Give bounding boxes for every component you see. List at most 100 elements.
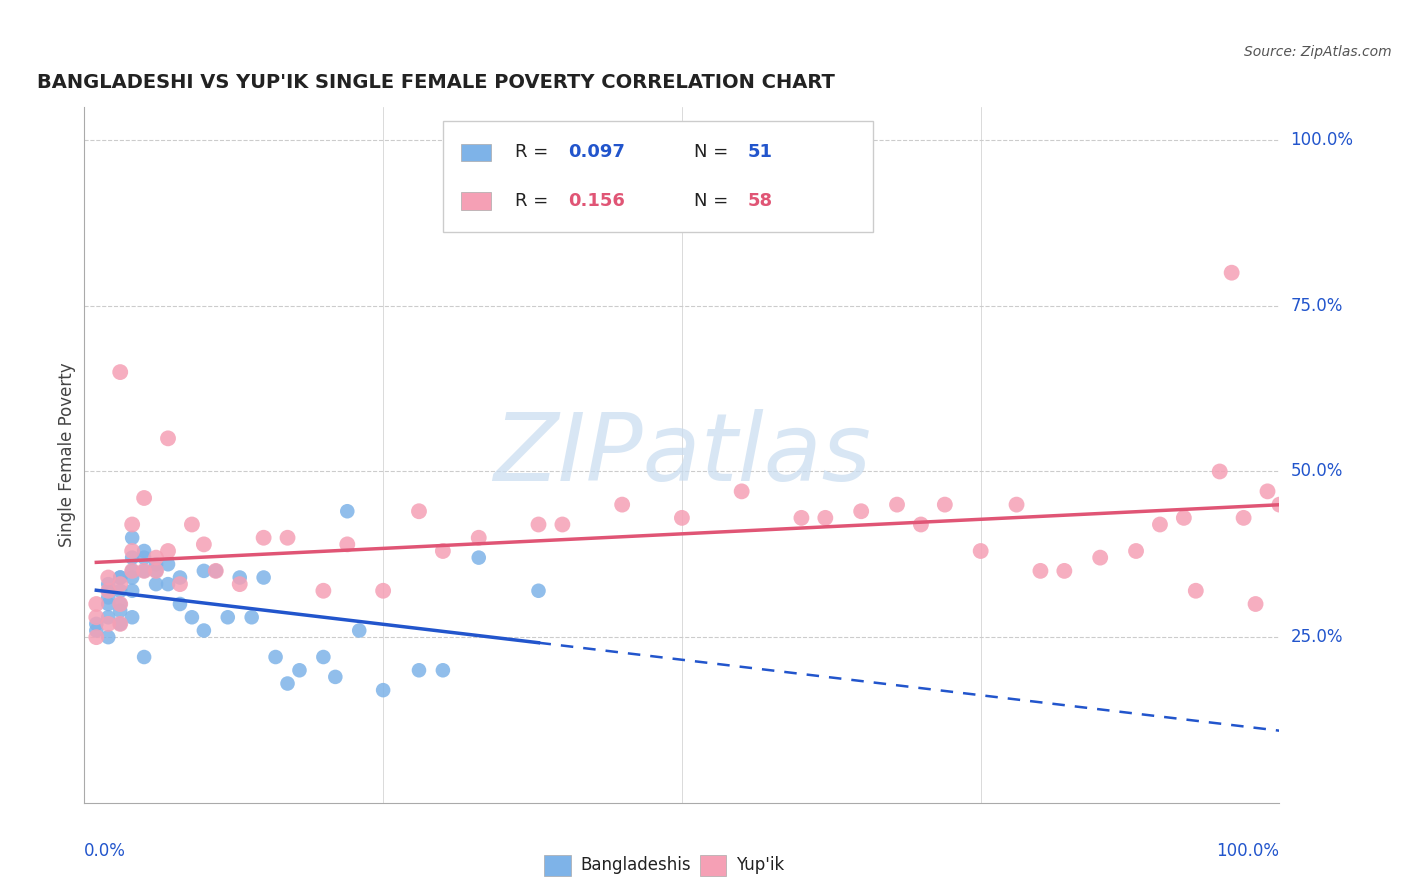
Point bbox=[373, 683, 395, 698]
Point bbox=[132, 491, 156, 505]
Text: 100.0%: 100.0% bbox=[1216, 842, 1279, 860]
Point bbox=[205, 564, 228, 578]
Text: ZIPatlas: ZIPatlas bbox=[494, 409, 870, 500]
Text: 0.097: 0.097 bbox=[568, 144, 626, 161]
Point bbox=[97, 630, 120, 644]
Point bbox=[157, 431, 180, 445]
Point bbox=[1029, 564, 1052, 578]
Point bbox=[1149, 517, 1171, 532]
Point bbox=[1220, 266, 1243, 280]
Point bbox=[432, 663, 454, 677]
Y-axis label: Single Female Poverty: Single Female Poverty bbox=[58, 363, 76, 547]
Point bbox=[86, 616, 108, 631]
Text: 58: 58 bbox=[748, 192, 773, 210]
Point bbox=[181, 517, 204, 532]
Text: 51: 51 bbox=[748, 144, 773, 161]
Text: R =: R = bbox=[515, 144, 554, 161]
Point bbox=[121, 550, 143, 565]
Point bbox=[121, 544, 143, 558]
Point bbox=[97, 597, 120, 611]
Point bbox=[527, 583, 550, 598]
Point bbox=[97, 583, 120, 598]
Point bbox=[1053, 564, 1076, 578]
Point bbox=[253, 570, 276, 584]
Point bbox=[1125, 544, 1147, 558]
Point bbox=[288, 663, 311, 677]
Text: Yup'ik: Yup'ik bbox=[735, 856, 785, 874]
Point bbox=[229, 570, 252, 584]
Point bbox=[121, 564, 143, 578]
Point bbox=[97, 591, 120, 605]
FancyBboxPatch shape bbox=[544, 855, 571, 876]
Point bbox=[110, 570, 132, 584]
Point bbox=[110, 597, 132, 611]
Point bbox=[97, 583, 120, 598]
Point bbox=[325, 670, 347, 684]
Point bbox=[731, 484, 754, 499]
Point bbox=[229, 577, 252, 591]
Point bbox=[110, 365, 132, 379]
Text: N =: N = bbox=[695, 144, 734, 161]
Point bbox=[86, 610, 108, 624]
Point bbox=[121, 583, 143, 598]
Point bbox=[264, 650, 287, 665]
Text: N =: N = bbox=[695, 192, 734, 210]
Point bbox=[132, 544, 156, 558]
Point bbox=[145, 550, 167, 565]
Point bbox=[612, 498, 634, 512]
Point bbox=[145, 564, 167, 578]
Point bbox=[97, 570, 120, 584]
Point bbox=[145, 558, 167, 572]
Point bbox=[132, 564, 156, 578]
Point bbox=[373, 583, 395, 598]
Point bbox=[157, 577, 180, 591]
Point bbox=[97, 610, 120, 624]
Point bbox=[97, 577, 120, 591]
Point bbox=[121, 517, 143, 532]
Point bbox=[1209, 465, 1232, 479]
Point bbox=[110, 604, 132, 618]
Point bbox=[1173, 511, 1195, 525]
Text: 0.0%: 0.0% bbox=[84, 842, 127, 860]
Point bbox=[86, 630, 108, 644]
FancyBboxPatch shape bbox=[443, 121, 873, 232]
Point bbox=[970, 544, 993, 558]
Text: Bangladeshis: Bangladeshis bbox=[581, 856, 690, 874]
Point bbox=[193, 537, 215, 551]
Point bbox=[97, 616, 120, 631]
Point bbox=[527, 517, 550, 532]
Point bbox=[110, 597, 132, 611]
Point bbox=[468, 550, 491, 565]
Point bbox=[886, 498, 908, 512]
Point bbox=[121, 570, 143, 584]
Point bbox=[910, 517, 932, 532]
Point bbox=[121, 564, 143, 578]
Point bbox=[110, 577, 132, 591]
Point bbox=[468, 531, 491, 545]
Point bbox=[121, 610, 143, 624]
Point bbox=[432, 544, 454, 558]
Point bbox=[1244, 597, 1267, 611]
Point bbox=[169, 597, 191, 611]
Point bbox=[157, 544, 180, 558]
Point bbox=[132, 564, 156, 578]
Point bbox=[205, 564, 228, 578]
Point bbox=[408, 504, 430, 518]
Point bbox=[86, 597, 108, 611]
Point bbox=[110, 616, 132, 631]
Point bbox=[145, 577, 167, 591]
Point bbox=[277, 531, 299, 545]
Point bbox=[110, 583, 132, 598]
Point bbox=[169, 570, 191, 584]
Point bbox=[132, 550, 156, 565]
Point bbox=[336, 504, 359, 518]
Point bbox=[671, 511, 693, 525]
Point bbox=[110, 570, 132, 584]
Point bbox=[551, 517, 574, 532]
Point bbox=[193, 624, 215, 638]
Point bbox=[934, 498, 956, 512]
Point bbox=[110, 616, 132, 631]
Point bbox=[277, 676, 299, 690]
Point bbox=[132, 650, 156, 665]
Point bbox=[790, 511, 813, 525]
